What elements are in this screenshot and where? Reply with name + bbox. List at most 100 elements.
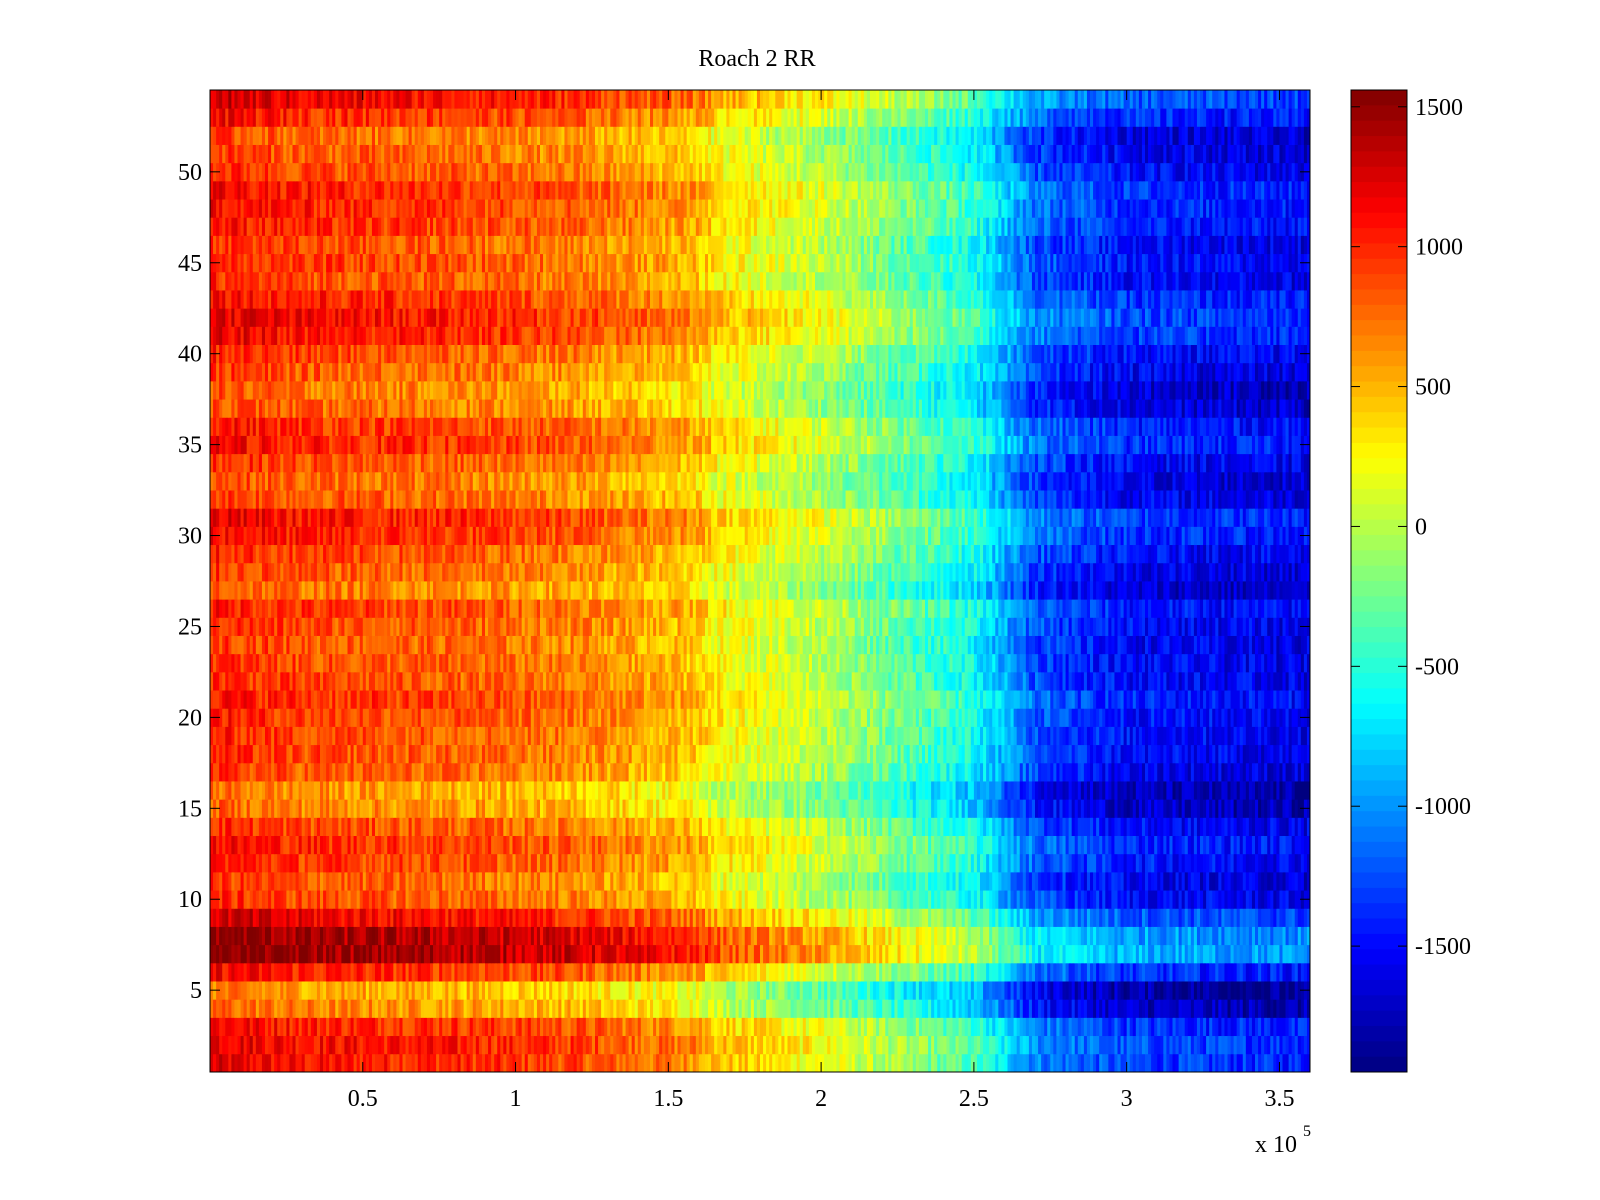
heatmap-cell: [613, 999, 616, 1018]
heatmap-cell: [1118, 1036, 1121, 1055]
heatmap-cell: [1252, 963, 1255, 982]
heatmap-cell: [250, 872, 253, 891]
heatmap-cell: [662, 963, 665, 982]
heatmap-cell: [1105, 890, 1108, 909]
heatmap-cell: [623, 963, 626, 982]
heatmap-cell: [1261, 836, 1264, 855]
heatmap-cell: [1218, 963, 1221, 982]
heatmap-cell: [1301, 1054, 1304, 1073]
heatmap-cell: [907, 1036, 910, 1055]
heatmap-cell: [1206, 872, 1209, 891]
heatmap-cell: [800, 1036, 803, 1055]
heatmap-cell: [745, 836, 748, 855]
heatmap-cell: [1084, 1054, 1087, 1073]
heatmap-cell: [916, 872, 919, 891]
heatmap-cell: [378, 1017, 381, 1036]
heatmap-cell: [928, 908, 931, 927]
heatmap-cell: [1212, 908, 1215, 927]
heatmap-cell: [1203, 1017, 1206, 1036]
heatmap-cell: [586, 836, 589, 855]
heatmap-cell: [879, 836, 882, 855]
heatmap-cell: [613, 872, 616, 891]
heatmap-cell: [247, 817, 250, 836]
heatmap-cell: [791, 981, 794, 1000]
heatmap-cell: [1063, 872, 1066, 891]
heatmap-cell: [815, 1036, 818, 1055]
heatmap-cell: [1157, 872, 1160, 891]
heatmap-cell: [222, 908, 225, 927]
heatmap-cell: [555, 872, 558, 891]
heatmap-cell: [962, 1017, 965, 1036]
heatmap-cell: [791, 1017, 794, 1036]
heatmap-cell: [610, 963, 613, 982]
heatmap-cell: [525, 945, 528, 964]
heatmap-cell: [995, 890, 998, 909]
heatmap-cell: [1258, 981, 1261, 1000]
heatmap-cell: [858, 945, 861, 964]
heatmap-cell: [305, 908, 308, 927]
heatmap-cell: [1029, 817, 1032, 836]
heatmap-cell: [1111, 817, 1114, 836]
heatmap-cell: [699, 981, 702, 1000]
heatmap-cell: [1029, 1054, 1032, 1073]
heatmap-cell: [418, 963, 421, 982]
heatmap-cell: [699, 927, 702, 946]
heatmap-cell: [1114, 872, 1117, 891]
heatmap-cell: [280, 927, 283, 946]
heatmap-cell: [384, 981, 387, 1000]
heatmap-cell: [879, 908, 882, 927]
heatmap-cell: [1179, 872, 1182, 891]
heatmap-cell: [381, 1054, 384, 1073]
heatmap-cell: [451, 836, 454, 855]
heatmap-cell: [1286, 854, 1289, 873]
heatmap-cell: [485, 981, 488, 1000]
heatmap-cell: [433, 854, 436, 873]
heatmap-cell: [528, 872, 531, 891]
heatmap-cell: [1292, 1017, 1295, 1036]
heatmap-cell: [827, 1036, 830, 1055]
heatmap-cell: [1096, 927, 1099, 946]
heatmap-cell: [1053, 1017, 1056, 1036]
heatmap-cell: [995, 908, 998, 927]
heatmap-cell: [855, 999, 858, 1018]
heatmap-cell: [986, 890, 989, 909]
heatmap-cell: [696, 927, 699, 946]
heatmap-cell: [228, 836, 231, 855]
heatmap-cell: [454, 927, 457, 946]
heatmap-cell: [647, 908, 650, 927]
heatmap-cell: [1276, 927, 1279, 946]
heatmap-cell: [454, 945, 457, 964]
heatmap-cell: [1029, 1017, 1032, 1036]
heatmap-cell: [387, 836, 390, 855]
heatmap-cell: [946, 981, 949, 1000]
heatmap-cell: [729, 817, 732, 836]
heatmap-cell: [898, 1054, 901, 1073]
heatmap-cell: [598, 1017, 601, 1036]
heatmap-cell: [1221, 963, 1224, 982]
heatmap-cell: [277, 1017, 280, 1036]
heatmap-cell: [244, 963, 247, 982]
heatmap-cell: [644, 890, 647, 909]
heatmap-cell: [427, 981, 430, 1000]
heatmap-cell: [604, 872, 607, 891]
heatmap-cell: [855, 1036, 858, 1055]
heatmap-cell: [650, 872, 653, 891]
heatmap-cell: [800, 854, 803, 873]
heatmap-cell: [1105, 981, 1108, 1000]
heatmap-cell: [836, 1017, 839, 1036]
heatmap-cell: [1047, 1054, 1050, 1073]
heatmap-cell: [561, 981, 564, 1000]
heatmap-cell: [571, 854, 574, 873]
heatmap-cell: [571, 1054, 574, 1073]
heatmap-cell: [723, 1017, 726, 1036]
heatmap-cell: [283, 872, 286, 891]
heatmap-cell: [717, 836, 720, 855]
heatmap-cell: [580, 963, 583, 982]
heatmap-cell: [898, 854, 901, 873]
heatmap-cell: [1108, 908, 1111, 927]
heatmap-cell: [1234, 908, 1237, 927]
heatmap-cell: [1081, 927, 1084, 946]
heatmap-cell: [228, 963, 231, 982]
heatmap-cell: [433, 908, 436, 927]
heatmap-cell: [320, 817, 323, 836]
